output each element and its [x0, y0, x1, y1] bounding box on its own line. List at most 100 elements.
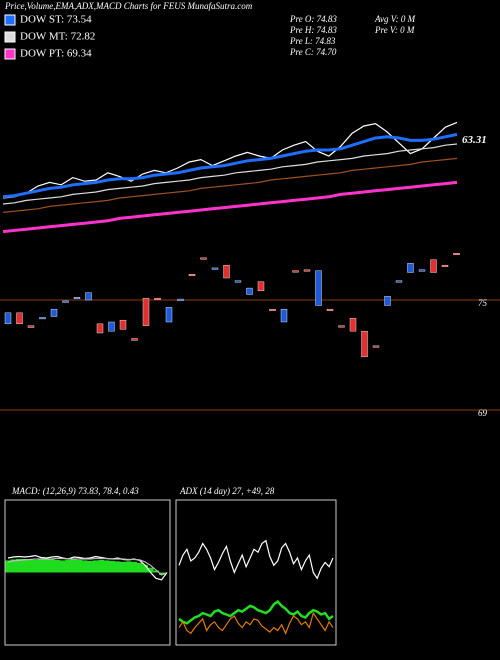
legend-swatch: [4, 14, 16, 26]
histogram-bar: [153, 570, 159, 573]
histogram-bar: [27, 559, 33, 573]
legend-swatch: [4, 48, 16, 60]
histogram-bar: [16, 558, 22, 573]
candle: [280, 308, 288, 323]
histogram-bar: [137, 562, 143, 573]
candle: [62, 300, 69, 303]
series-line: [2, 180, 458, 234]
series-line: [178, 539, 334, 580]
candle: [338, 325, 345, 328]
y-tick-label: 63.31: [462, 134, 487, 146]
candle: [269, 308, 276, 311]
candle: [154, 297, 161, 300]
histogram-bar: [87, 560, 93, 573]
candle: [85, 292, 92, 301]
panel-border: [4, 499, 171, 646]
histogram-bar: [148, 567, 154, 573]
series-line: [178, 599, 334, 625]
candle: [234, 280, 242, 283]
candle: [326, 308, 334, 311]
candle: [188, 274, 196, 277]
candle: [50, 308, 58, 317]
histogram-bar: [60, 560, 66, 573]
candle: [349, 318, 357, 332]
candle: [131, 338, 138, 341]
histogram-bar: [54, 559, 60, 573]
candle: [418, 269, 426, 272]
legend-swatch: [4, 31, 16, 43]
candle: [223, 264, 230, 279]
histogram-bar: [142, 564, 148, 573]
legend-label: DOW ST: 73.54: [20, 14, 92, 26]
chart-title: Price,Volume,EMA,ADX,MACD Charts for FEU…: [4, 1, 253, 11]
candle: [395, 280, 403, 283]
candle: [292, 270, 299, 273]
candle: [430, 259, 437, 273]
macd-title: MACD: (12,26,9) 73.83, 78.4, 0.43: [11, 486, 139, 496]
candle: [211, 267, 219, 270]
candle: [177, 298, 184, 301]
series-line: [178, 611, 334, 635]
stat-text: Pre O: 74.83: [289, 14, 337, 24]
stat-text: Avg V: 0 M: [374, 14, 416, 24]
histogram-bar: [120, 561, 126, 573]
candle: [384, 296, 391, 306]
candle: [119, 319, 127, 330]
histogram-bar: [104, 560, 110, 573]
candle: [39, 317, 46, 320]
series-line: [7, 557, 168, 576]
candle: [372, 345, 380, 348]
histogram-bar: [38, 559, 44, 573]
legend-label: DOW PT: 69.34: [20, 48, 92, 60]
adx-title: ADX (14 day) 27, +49, 28: [179, 486, 275, 496]
stat-text: Pre C: 74.70: [289, 47, 337, 57]
histogram-bar: [32, 559, 38, 573]
y-tick-label: 69: [478, 408, 488, 418]
histogram-bar: [10, 559, 16, 573]
candle: [303, 269, 311, 272]
stat-text: Pre H: 74.83: [289, 25, 337, 35]
candle: [96, 323, 104, 334]
candle: [108, 321, 115, 332]
histogram-bar: [49, 559, 55, 573]
series-line: [2, 132, 458, 199]
series-line: [2, 121, 458, 199]
panel-border: [175, 499, 337, 646]
histogram-bar: [109, 560, 115, 573]
histogram-bar: [98, 559, 104, 573]
histogram-bar: [159, 572, 165, 575]
candle: [361, 330, 368, 358]
candle: [73, 297, 81, 299]
candle: [257, 281, 265, 292]
candle: [453, 253, 460, 255]
series-line: [2, 143, 458, 205]
histogram-bar: [43, 558, 49, 573]
candle: [16, 312, 23, 325]
stat-text: Pre V: 0 M: [374, 25, 415, 35]
candle: [407, 263, 414, 273]
histogram-bar: [93, 560, 99, 573]
candle: [4, 312, 12, 325]
histogram-bar: [21, 558, 27, 573]
candle: [441, 264, 449, 267]
y-tick-label: 75: [478, 298, 488, 308]
histogram-bar: [76, 559, 82, 573]
histogram-bar: [115, 561, 121, 573]
stat-text: Pre L: 74.83: [289, 36, 336, 46]
histogram-bar: [65, 559, 71, 573]
candle: [27, 325, 35, 328]
candle: [142, 297, 150, 326]
candle: [200, 257, 207, 260]
candle: [165, 307, 173, 323]
histogram-bar: [71, 559, 77, 573]
legend-label: DOW MT: 72.82: [20, 31, 95, 43]
histogram-bar: [131, 561, 137, 573]
candle: [315, 270, 322, 306]
series-line: [7, 554, 168, 581]
histogram-bar: [5, 560, 11, 573]
candle: [246, 287, 253, 295]
series-line: [2, 157, 458, 213]
histogram-bar: [82, 560, 88, 573]
histogram-bar: [126, 561, 132, 573]
